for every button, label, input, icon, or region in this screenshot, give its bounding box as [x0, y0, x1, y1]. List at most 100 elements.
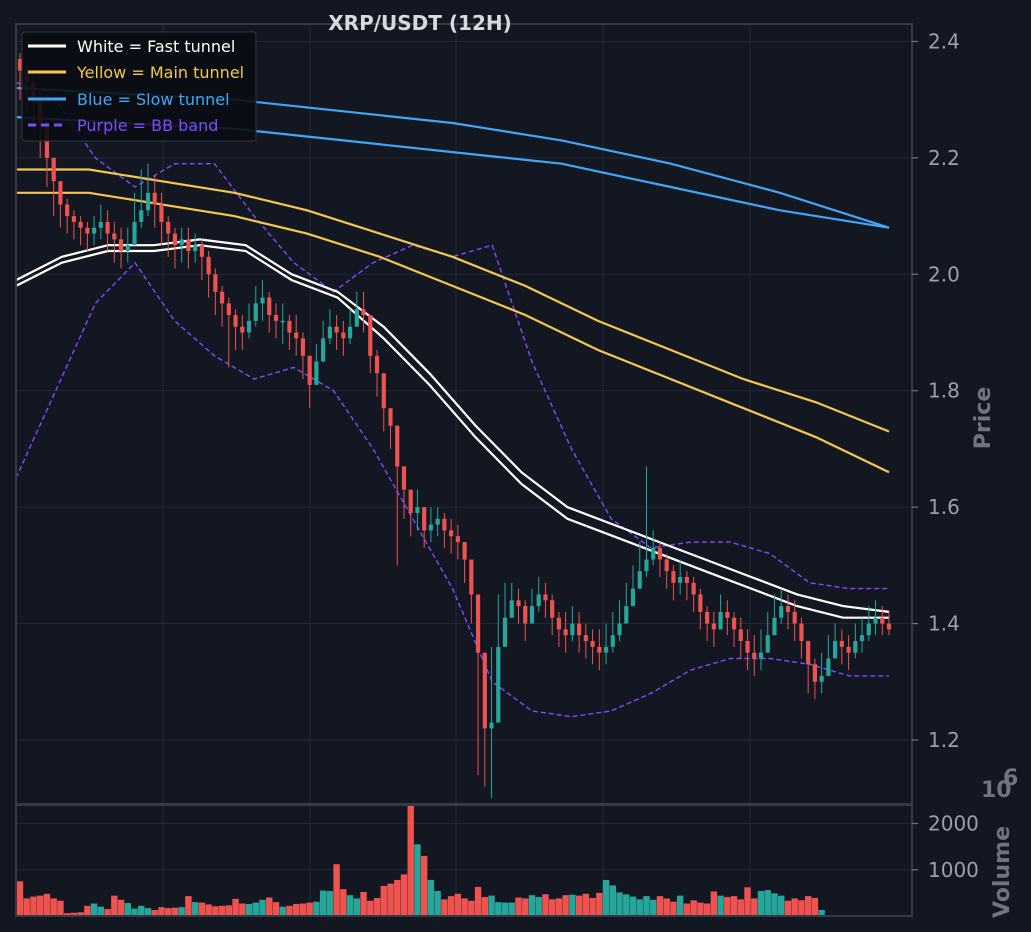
candle-114	[785, 594, 791, 630]
candle-body-128	[880, 617, 885, 624]
candle-35	[253, 285, 258, 327]
volume-bar-108	[744, 887, 751, 916]
candle-body-35	[253, 303, 258, 321]
candle-body-104	[718, 611, 723, 630]
volume-bar-61	[427, 879, 435, 916]
candle-body-45	[321, 338, 326, 362]
candle-body-94	[651, 547, 656, 560]
candle-57	[401, 466, 407, 519]
candle-body-17	[132, 221, 137, 246]
candle-40	[287, 315, 292, 350]
volume-bar-6	[57, 900, 64, 916]
candle-body-106	[731, 617, 737, 630]
candle-body-11	[92, 227, 97, 234]
candle-63	[442, 512, 447, 548]
candle-0	[17, 53, 23, 100]
volume-bar-71	[495, 902, 502, 916]
volume-bar-95	[656, 896, 664, 916]
volume-bar-57	[400, 874, 408, 916]
candle-9	[78, 216, 83, 246]
candle-body-16	[125, 245, 130, 252]
candle-body-107	[738, 629, 743, 642]
candle-body-121	[833, 641, 838, 659]
candle-43	[307, 355, 312, 409]
candle-32	[233, 309, 238, 350]
candle-5	[51, 157, 56, 217]
volume-bar-23	[171, 907, 179, 916]
candle-body-83	[577, 623, 582, 636]
chart-title: XRP/USDT (12H)	[328, 11, 512, 35]
volume-bar-13	[104, 909, 111, 916]
volume-bar-54	[380, 885, 387, 916]
price-tick-label-1: 2.2	[928, 146, 960, 170]
candle-52	[368, 315, 373, 374]
volume-bar-113	[778, 895, 785, 916]
candle-106	[731, 611, 737, 647]
volume-bar-7	[63, 913, 71, 916]
candle-body-87	[603, 646, 609, 653]
candle-51	[361, 291, 366, 333]
volume-bar-88	[609, 885, 617, 916]
volume-bar-38	[272, 902, 280, 916]
volume-bar-93	[643, 896, 650, 916]
volume-bar-44	[313, 901, 320, 916]
candle-25	[186, 227, 191, 269]
volume-bar-3	[37, 895, 44, 916]
volume-bar-66	[461, 898, 468, 916]
price-tick-label-0: 2.4	[928, 29, 960, 53]
candle-83	[577, 611, 582, 653]
candle-58	[408, 489, 413, 537]
candle-body-53	[374, 355, 380, 374]
candle-55	[388, 408, 393, 449]
volume-bar-100	[690, 900, 697, 916]
candle-66	[462, 542, 467, 583]
candle-body-129	[886, 623, 892, 630]
candle-115	[792, 600, 797, 642]
candle-body-47	[334, 326, 339, 333]
volume-bar-111	[764, 890, 771, 916]
candle-61	[428, 507, 434, 543]
candle-body-6	[58, 181, 63, 205]
volume-bar-41	[292, 903, 300, 916]
candle-121	[833, 623, 838, 659]
candle-6	[58, 181, 63, 228]
candle-body-48	[341, 332, 346, 339]
volume-bar-112	[771, 893, 778, 916]
candle-75	[523, 600, 528, 642]
candle-body-39	[280, 320, 285, 323]
candle-body-21	[159, 204, 164, 222]
candle-body-99	[684, 576, 689, 583]
candle-body-22	[166, 221, 171, 234]
candle-100	[691, 576, 696, 612]
candle-body-20	[152, 192, 157, 205]
volume-bar-69	[481, 897, 489, 916]
volume-bar-92	[636, 899, 643, 916]
volume-bar-37	[266, 897, 273, 916]
volume-bar-12	[97, 906, 105, 916]
volume-bar-81	[562, 895, 569, 916]
volume-bar-119	[818, 909, 825, 916]
candle-54	[381, 373, 386, 432]
candle-49	[347, 309, 353, 345]
candle-70	[489, 646, 494, 799]
volume-bar-17	[131, 908, 138, 916]
candle-65	[455, 524, 460, 560]
candle-body-67	[469, 559, 474, 595]
candle-body-72	[502, 617, 508, 647]
volume-bar-79	[548, 899, 556, 916]
candle-body-8	[71, 216, 76, 222]
candle-16	[125, 227, 130, 263]
candle-50	[354, 291, 359, 327]
candle-body-122	[839, 641, 844, 647]
candle-body-82	[570, 623, 575, 636]
candle-body-57	[401, 466, 407, 490]
candle-body-58	[408, 489, 413, 513]
candle-79	[550, 594, 555, 636]
volume-bar-62	[434, 891, 441, 916]
volume-bar-53	[373, 897, 381, 916]
candle-body-63	[442, 518, 447, 531]
candle-11	[92, 216, 97, 246]
candle-104	[718, 594, 723, 630]
candle-81	[563, 611, 568, 653]
